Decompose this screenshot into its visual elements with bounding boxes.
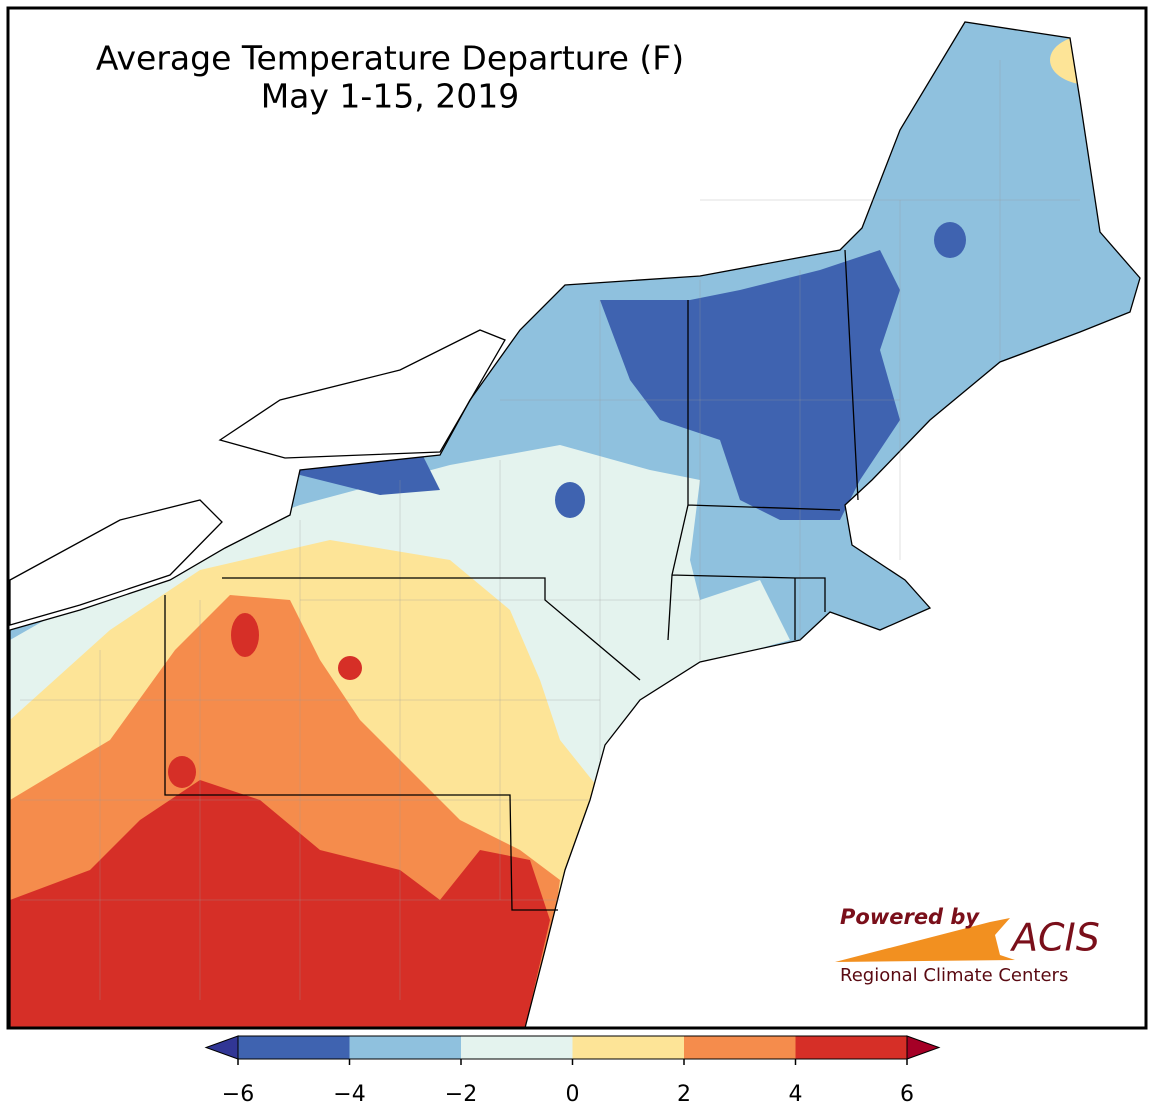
map-title: Average Temperature Departure (F) xyxy=(96,39,684,78)
colorbar-segment xyxy=(684,1036,796,1059)
colorbar-tick-label: 2 xyxy=(677,1082,691,1107)
logo-powered-by: Powered by xyxy=(840,905,980,929)
region-red xyxy=(338,656,362,680)
colorbar-tick-label: 4 xyxy=(789,1082,803,1107)
colorbar-over xyxy=(906,1035,941,1060)
colorbar-tick-label: 6 xyxy=(900,1082,914,1107)
logo-swoosh xyxy=(835,918,1015,962)
lake-ontario xyxy=(218,329,506,459)
colorbar-segment xyxy=(572,1036,684,1059)
colorbar-segment xyxy=(795,1036,907,1059)
region-red xyxy=(168,756,196,788)
map-subtitle: May 1-15, 2019 xyxy=(261,77,520,116)
colorbar-segment xyxy=(461,1036,573,1059)
colorbar-tick-label: −2 xyxy=(445,1082,477,1107)
lake-erie xyxy=(9,499,223,626)
colorbar-segment xyxy=(238,1036,350,1059)
colorbar-segment xyxy=(349,1036,461,1059)
colorbar-under xyxy=(204,1035,239,1060)
colorbar-tick-label: −6 xyxy=(222,1082,254,1107)
region-red xyxy=(231,613,259,657)
acis-logo: Powered by ACIS Regional Climate Centers xyxy=(835,905,1100,986)
state-borders xyxy=(164,249,859,911)
colorbar-tick-label: 0 xyxy=(566,1082,580,1107)
logo-tagline: Regional Climate Centers xyxy=(840,965,1068,986)
region-dark-blue xyxy=(600,250,900,520)
region-red xyxy=(10,780,550,1028)
colorbar: −6 −4 −2 0 2 4 6 xyxy=(204,1035,941,1107)
county-lines xyxy=(20,60,1080,1000)
colorbar-tick-label: −4 xyxy=(333,1082,365,1107)
logo-name: ACIS xyxy=(1009,916,1100,960)
region-dark-blue xyxy=(555,482,585,518)
region-dark-blue xyxy=(934,222,966,258)
map-frame xyxy=(6,6,1148,1030)
